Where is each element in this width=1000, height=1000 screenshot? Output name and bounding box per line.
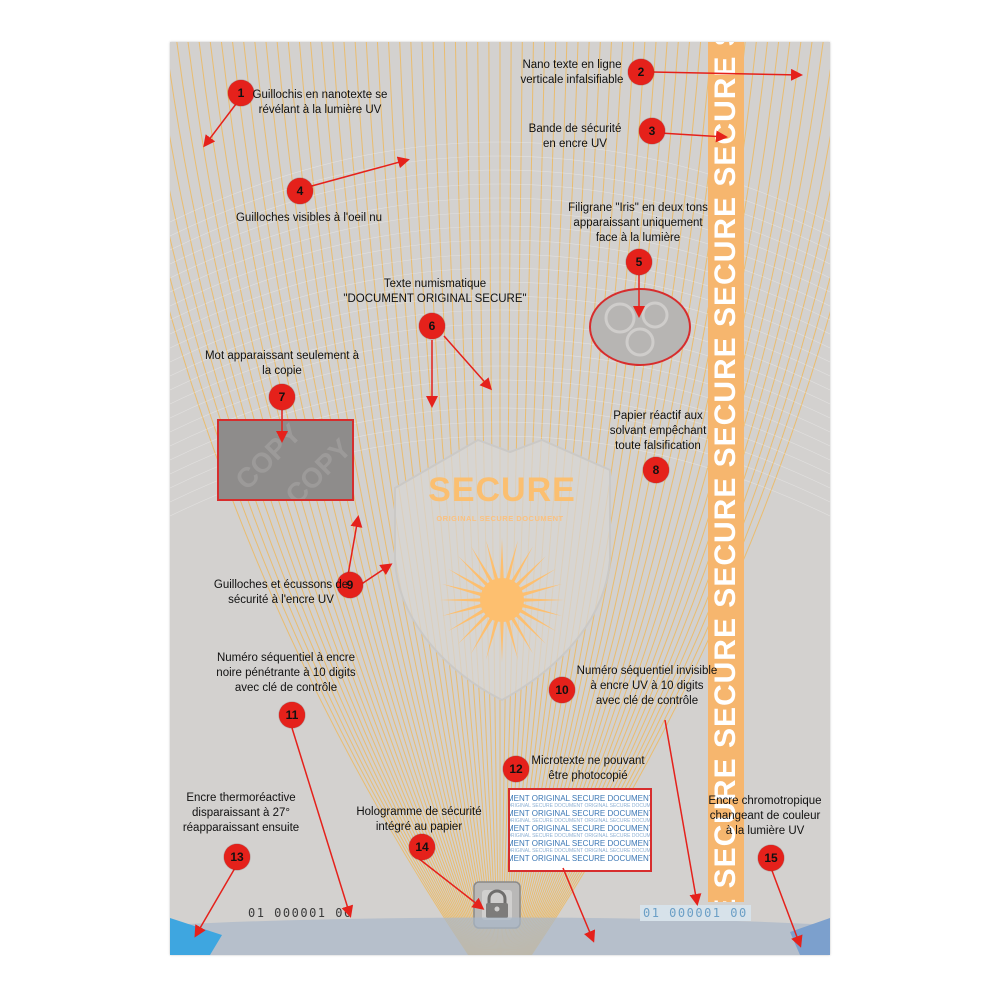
microtext-line: MENT ORIGINAL SECURE DOCUMENT bbox=[508, 824, 652, 833]
lock-icon bbox=[487, 889, 507, 903]
callout-number: 13 bbox=[224, 844, 250, 870]
callout-label: Texte numismatique "DOCUMENT ORIGINAL SEC… bbox=[343, 278, 527, 305]
shield-title: SECURE bbox=[428, 471, 576, 509]
callout-label: Guillochis en nanotexte se révélant à la … bbox=[252, 89, 388, 116]
callout-number: 12 bbox=[503, 756, 529, 782]
callout-number: 5 bbox=[626, 249, 652, 275]
callout-number: 2 bbox=[628, 59, 654, 85]
callout-label: Guilloches visibles à l'oeil nu bbox=[235, 212, 383, 224]
serial-number-black: 01 000001 00 bbox=[248, 906, 353, 920]
callout-label: Nano texte en ligne verticale infalsifiab… bbox=[520, 59, 624, 86]
callout-label: Microtexte ne pouvant être photocopié bbox=[531, 755, 645, 782]
callout-number: 10 bbox=[549, 677, 575, 703]
callout-label: Guilloches et écussons de sécurité à l'en… bbox=[213, 579, 349, 606]
callout-number: 1 bbox=[228, 80, 254, 106]
microtext-line: MENT ORIGINAL SECURE DOCUMENT bbox=[508, 854, 652, 863]
microtext-small: ORIGINAL SECURE DOCUMENT ORIGINAL SECURE… bbox=[508, 818, 652, 824]
callout-number: 7 bbox=[269, 384, 295, 410]
callout-number: 14 bbox=[409, 834, 435, 860]
callout-label: Hologramme de sécurité intégré au papier bbox=[356, 806, 482, 833]
callout-label: Papier réactif aux solvant empêchant toute… bbox=[609, 410, 707, 452]
microtext-line: MENT ORIGINAL SECURE DOCUMENT bbox=[508, 809, 652, 818]
microtext-small: ORIGINAL SECURE DOCUMENT ORIGINAL SECURE… bbox=[508, 848, 652, 854]
callout-number: 3 bbox=[639, 118, 665, 144]
microtext-line: MENT ORIGINAL SECURE DOCUMENT bbox=[508, 839, 652, 848]
microtext-small: ORIGINAL SECURE DOCUMENT ORIGINAL SECURE… bbox=[508, 803, 652, 809]
serial-number-uv: 01 000001 00 bbox=[640, 905, 751, 921]
sun-emblem bbox=[440, 538, 564, 662]
shield-subtitle: ORIGINAL SECURE DOCUMENT bbox=[436, 514, 564, 523]
callout-label: Filigrane "Iris" en deux tons apparaissan… bbox=[568, 202, 708, 244]
uv-security-band: SECURE SECURE SECURE SECURE SECURE SECUR… bbox=[708, 42, 744, 902]
callout-number: 4 bbox=[287, 178, 313, 204]
callout-number: 11 bbox=[279, 702, 305, 728]
callout-number: 9 bbox=[337, 572, 363, 598]
microtext-box: MENT ORIGINAL SECURE DOCUMENT ORIGINAL S… bbox=[508, 788, 652, 872]
callout-label: Mot apparaissant seulement à la copie bbox=[204, 350, 360, 377]
callout-number: 8 bbox=[643, 457, 669, 483]
callout-label: Bande de sécurité en encre UV bbox=[528, 123, 622, 150]
callout-number: 15 bbox=[758, 845, 784, 871]
callout-label: Encre thermoréactive disparaissant à 27° r… bbox=[182, 792, 300, 834]
microtext-line: MENT ORIGINAL SECURE DOCUMENT bbox=[508, 794, 652, 803]
callout-number: 6 bbox=[419, 313, 445, 339]
callout-label: Encre chromotropique changeant de couleur… bbox=[708, 795, 822, 837]
callout-label: Numéro séquentiel invisible à encre UV à … bbox=[576, 665, 718, 707]
callout-label: Numéro séquentiel à encre noire pénétrant… bbox=[216, 652, 356, 694]
microtext-small: ORIGINAL SECURE DOCUMENT ORIGINAL SECURE… bbox=[508, 833, 652, 839]
